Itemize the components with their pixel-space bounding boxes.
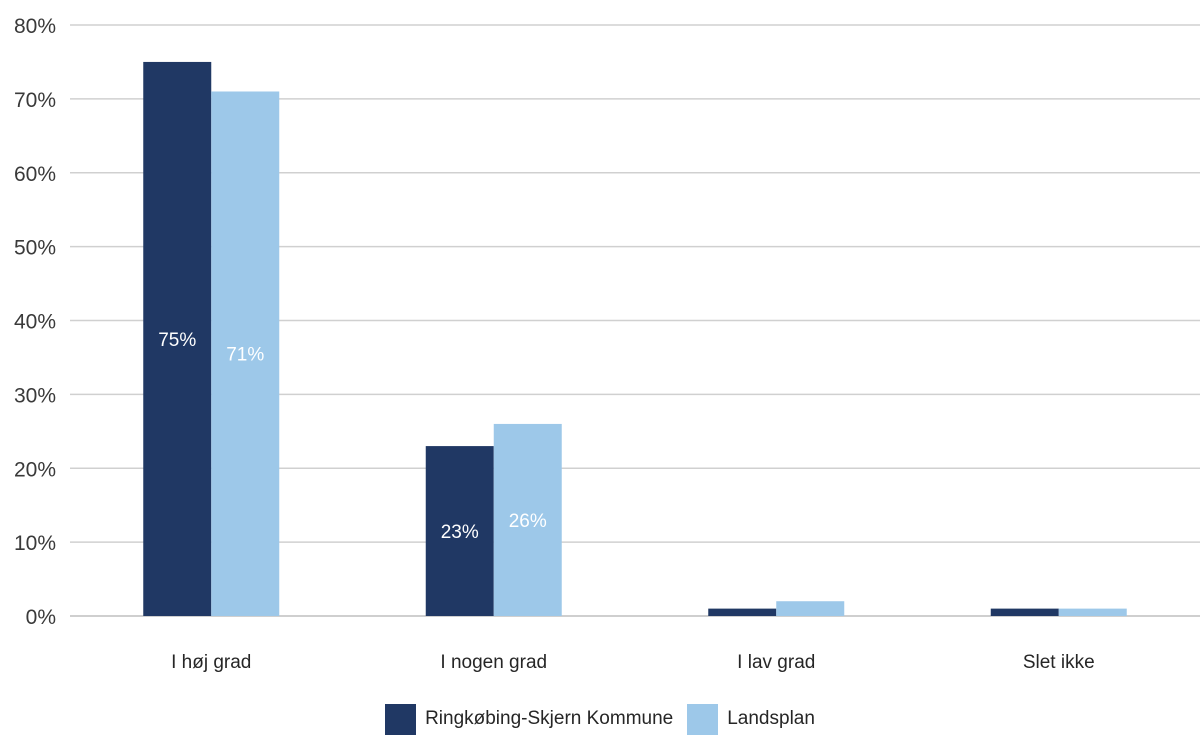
data-label: 23% bbox=[441, 522, 479, 543]
y-tick-label: 40% bbox=[14, 311, 56, 334]
bar bbox=[143, 61, 212, 616]
legend-item-series-2: Landsplan bbox=[687, 703, 815, 735]
legend-swatch-series-1 bbox=[385, 703, 417, 735]
bar bbox=[493, 423, 562, 616]
y-tick-label: 30% bbox=[14, 384, 56, 407]
x-tick-label: I lav grad bbox=[737, 652, 815, 673]
x-tick-label: I nogen grad bbox=[440, 652, 547, 673]
data-label: 75% bbox=[158, 330, 196, 351]
bar bbox=[990, 608, 1059, 616]
data-label: 26% bbox=[509, 511, 547, 532]
bar bbox=[425, 446, 494, 616]
y-tick-label: 80% bbox=[14, 15, 56, 38]
x-tick-label: Slet ikke bbox=[1023, 652, 1095, 673]
y-tick-label: 50% bbox=[14, 237, 56, 260]
bar bbox=[708, 608, 777, 616]
legend-label-series-1: Ringkøbing-Skjern Kommune bbox=[425, 708, 674, 729]
bar bbox=[1058, 608, 1127, 616]
bar bbox=[776, 601, 845, 616]
legend-swatch-series-2 bbox=[687, 703, 719, 735]
y-tick-label: 10% bbox=[14, 532, 56, 555]
legend-item-series-1: Ringkøbing-Skjern Kommune bbox=[385, 703, 674, 735]
legend: Ringkøbing-Skjern Kommune Landsplan bbox=[0, 703, 1200, 735]
legend-label-series-2: Landsplan bbox=[727, 708, 815, 729]
y-tick-label: 0% bbox=[26, 606, 56, 629]
y-tick-label: 70% bbox=[14, 89, 56, 112]
data-label: 71% bbox=[226, 345, 264, 366]
y-tick-label: 20% bbox=[14, 458, 56, 481]
bar bbox=[211, 91, 280, 617]
y-tick-label: 60% bbox=[14, 163, 56, 186]
x-tick-label: I høj grad bbox=[171, 652, 251, 673]
